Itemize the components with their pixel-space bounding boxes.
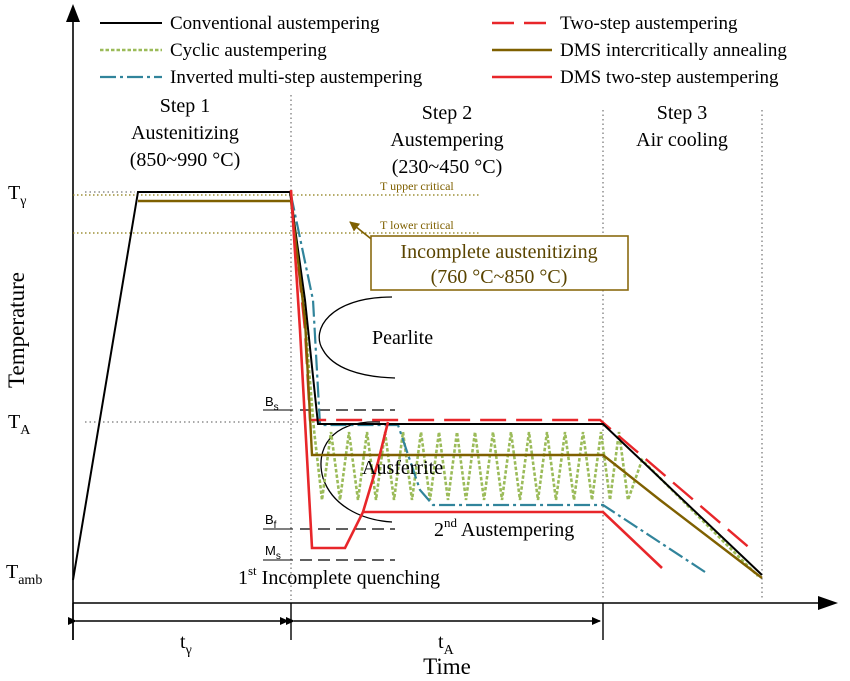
step1-name: Austenitizing: [131, 122, 239, 144]
step2-name: Austempering: [390, 129, 503, 151]
legend-label-conventional: Conventional austempering: [170, 13, 380, 34]
x-axis-label: Time: [423, 654, 471, 679]
bf-label: Bf: [265, 512, 277, 531]
bs-label: Bs: [265, 394, 279, 413]
t-amb-label: Tamb: [6, 561, 42, 588]
step1-title: Step 1: [160, 95, 211, 117]
step2-title: Step 2: [422, 102, 473, 124]
time-gamma-label: tγ: [180, 631, 192, 658]
legend-label-inverted: Inverted multi-step austempering: [170, 67, 423, 88]
step3-title: Step 3: [657, 102, 708, 124]
step3-name: Air cooling: [636, 129, 728, 151]
y-axis-arrowhead: [66, 4, 80, 22]
upper-critical-label: T upper critical: [380, 179, 454, 193]
ms-label: Ms: [265, 543, 281, 562]
ausferrite-curve: [320, 421, 393, 523]
step1-range: (850~990 °C): [130, 149, 240, 171]
conventional-austempering-curve: [72, 191, 763, 581]
pearlite-curve: [318, 296, 396, 379]
first-incomplete-quenching-label: 1st Incomplete quenching: [238, 563, 440, 589]
inverted-multistep-curve: [289, 194, 706, 573]
second-austempering-label: 2nd Austempering: [434, 515, 574, 541]
legend: Conventional austempering Cyclic austemp…: [100, 13, 787, 88]
legend-label-cyclic: Cyclic austempering: [170, 40, 327, 61]
time-a-label: tA: [438, 631, 455, 658]
incomplete-austenitizing-title: Incomplete austenitizing: [400, 241, 597, 263]
x-axis-arrowhead: [818, 596, 838, 610]
legend-label-two-step: Two-step austempering: [560, 13, 738, 34]
y-axis-label: Temperature: [4, 272, 29, 388]
dms-two-step-reheat-spike: [361, 421, 390, 513]
dms-two-step-curve: [289, 189, 663, 569]
cyclic-austempering-curve: [289, 194, 759, 577]
legend-label-dms-two-step: DMS two-step austempering: [560, 67, 779, 88]
pearlite-label: Pearlite: [372, 327, 433, 349]
step2-range: (230~450 °C): [392, 156, 502, 178]
lower-critical-label: T lower critical: [380, 218, 454, 232]
incomplete-austenitizing-range: (760 °C~850 °C): [431, 266, 568, 288]
incomplete-austenitizing-box: [370, 235, 629, 291]
legend-label-dms-intercritical: DMS intercritically annealing: [560, 40, 787, 61]
ausferrite-label: Ausferrite: [362, 457, 443, 479]
t-a-label: TA: [8, 411, 31, 438]
t-gamma-label: Tγ: [8, 182, 26, 209]
